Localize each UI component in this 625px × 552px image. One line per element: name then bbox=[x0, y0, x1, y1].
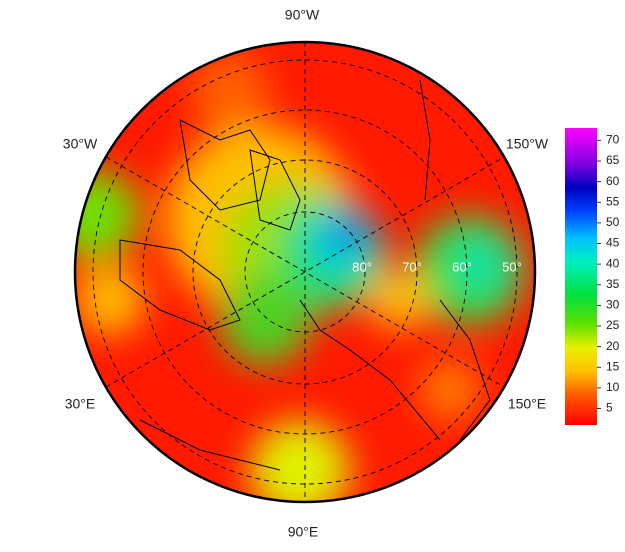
lat-label: 80° bbox=[352, 259, 372, 274]
colorbar-tick-label: 65 bbox=[606, 153, 620, 167]
colorbar-tick-label: 25 bbox=[606, 318, 620, 332]
lon-label: 90°W bbox=[285, 7, 320, 23]
coastline bbox=[119, 79, 491, 471]
lon-label: 90°E bbox=[288, 524, 319, 540]
lat-label: 50° bbox=[502, 259, 522, 274]
lon-label: 150°E bbox=[508, 396, 546, 412]
colorbar-tick-label: 60 bbox=[606, 174, 620, 188]
colorbar-tick-label: 55 bbox=[606, 194, 620, 208]
lon-label: 30°W bbox=[63, 136, 98, 152]
colorbar-tick-label: 45 bbox=[606, 236, 620, 250]
colorbar-tick-label: 40 bbox=[606, 256, 620, 270]
colorbar-tick-label: 10 bbox=[606, 380, 620, 394]
colorbar-tick-label: 20 bbox=[606, 339, 620, 353]
lon-label: 30°E bbox=[65, 396, 96, 412]
map-border bbox=[73, 40, 537, 504]
lat-label: 60° bbox=[452, 259, 472, 274]
graticule bbox=[92, 42, 518, 502]
lat-label: 70° bbox=[402, 259, 422, 274]
colorbar-tick-label: 70 bbox=[606, 133, 620, 147]
colorbar-tick-label: 35 bbox=[606, 277, 620, 291]
lon-label: 150°W bbox=[506, 136, 549, 152]
colorbar-tick-label: 50 bbox=[606, 215, 620, 229]
field bbox=[75, 42, 535, 502]
colorbar-tick-label: 5 bbox=[606, 401, 613, 415]
colorbar-tick-label: 15 bbox=[606, 359, 620, 373]
colorbar bbox=[565, 128, 597, 425]
colorbar-tick-label: 30 bbox=[606, 298, 620, 312]
